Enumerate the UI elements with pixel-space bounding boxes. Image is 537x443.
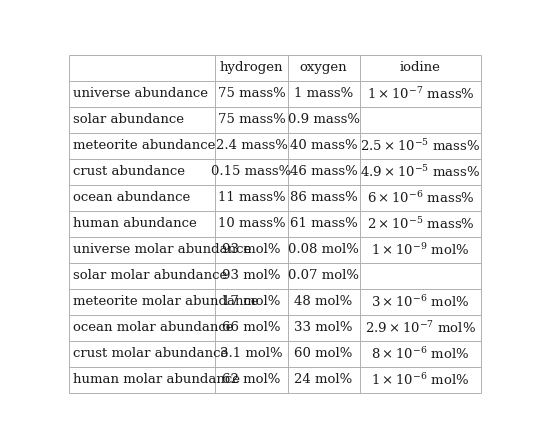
- Text: 46 mass%: 46 mass%: [290, 165, 358, 178]
- Text: 60 mol%: 60 mol%: [294, 347, 353, 360]
- Text: ocean molar abundance: ocean molar abundance: [72, 321, 233, 334]
- Text: ocean abundance: ocean abundance: [72, 191, 190, 204]
- Text: $1\times10^{-6}$ mol%: $1\times10^{-6}$ mol%: [371, 372, 470, 388]
- Text: $2.9\times10^{-7}$ mol%: $2.9\times10^{-7}$ mol%: [365, 320, 476, 335]
- Text: 93 mol%: 93 mol%: [222, 243, 281, 256]
- Text: meteorite molar abundance: meteorite molar abundance: [72, 295, 258, 308]
- Text: 48 mol%: 48 mol%: [294, 295, 353, 308]
- Text: 75 mass%: 75 mass%: [217, 87, 285, 100]
- Text: $2.5\times10^{-5}$ mass%: $2.5\times10^{-5}$ mass%: [360, 138, 481, 154]
- Text: meteorite abundance: meteorite abundance: [72, 139, 215, 152]
- Text: $1\times10^{-9}$ mol%: $1\times10^{-9}$ mol%: [371, 242, 470, 258]
- Text: $8\times10^{-6}$ mol%: $8\times10^{-6}$ mol%: [371, 346, 470, 361]
- Text: $2\times10^{-5}$ mass%: $2\times10^{-5}$ mass%: [367, 216, 474, 232]
- Text: 2.4 mass%: 2.4 mass%: [215, 139, 287, 152]
- Text: 3.1 mol%: 3.1 mol%: [220, 347, 283, 360]
- Text: hydrogen: hydrogen: [220, 61, 284, 74]
- Text: universe molar abundance: universe molar abundance: [72, 243, 251, 256]
- Text: 0.08 mol%: 0.08 mol%: [288, 243, 359, 256]
- Text: $6\times10^{-6}$ mass%: $6\times10^{-6}$ mass%: [367, 190, 474, 206]
- Text: crust abundance: crust abundance: [72, 165, 185, 178]
- Text: 40 mass%: 40 mass%: [290, 139, 358, 152]
- Text: human abundance: human abundance: [72, 217, 197, 230]
- Text: 66 mol%: 66 mol%: [222, 321, 281, 334]
- Text: 93 mol%: 93 mol%: [222, 269, 281, 282]
- Text: 1 mass%: 1 mass%: [294, 87, 353, 100]
- Text: 62 mol%: 62 mol%: [222, 373, 281, 386]
- Text: $1\times10^{-7}$ mass%: $1\times10^{-7}$ mass%: [367, 86, 474, 102]
- Text: 33 mol%: 33 mol%: [294, 321, 353, 334]
- Text: 24 mol%: 24 mol%: [294, 373, 353, 386]
- Text: 11 mass%: 11 mass%: [217, 191, 285, 204]
- Text: $3\times10^{-6}$ mol%: $3\times10^{-6}$ mol%: [371, 294, 470, 310]
- Text: 75 mass%: 75 mass%: [217, 113, 285, 126]
- Text: 61 mass%: 61 mass%: [290, 217, 358, 230]
- Text: 0.15 mass%: 0.15 mass%: [212, 165, 292, 178]
- Text: 17 mol%: 17 mol%: [222, 295, 281, 308]
- Text: 10 mass%: 10 mass%: [217, 217, 285, 230]
- Text: solar molar abundance: solar molar abundance: [72, 269, 227, 282]
- Text: oxygen: oxygen: [300, 61, 347, 74]
- Text: iodine: iodine: [400, 61, 441, 74]
- Text: human molar abundance: human molar abundance: [72, 373, 240, 386]
- Text: $4.9\times10^{-5}$ mass%: $4.9\times10^{-5}$ mass%: [360, 164, 481, 180]
- Text: solar abundance: solar abundance: [72, 113, 184, 126]
- Text: 0.07 mol%: 0.07 mol%: [288, 269, 359, 282]
- Text: 86 mass%: 86 mass%: [290, 191, 358, 204]
- Text: 0.9 mass%: 0.9 mass%: [288, 113, 360, 126]
- Text: universe abundance: universe abundance: [72, 87, 207, 100]
- Text: crust molar abundance: crust molar abundance: [72, 347, 228, 360]
